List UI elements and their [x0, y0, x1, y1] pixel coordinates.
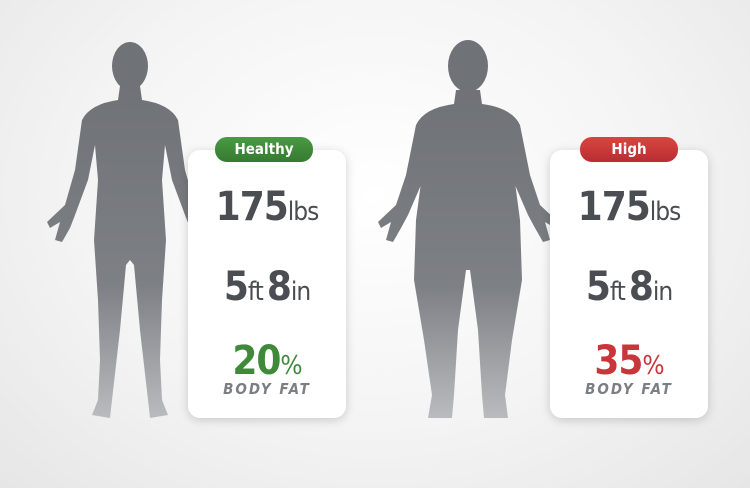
- weight: 175lbs: [550, 184, 708, 230]
- weight: 175lbs: [188, 184, 346, 230]
- fat-unit: %: [642, 351, 664, 381]
- weight-value: 175: [215, 184, 289, 230]
- fat-value: 35: [594, 338, 643, 384]
- body-fat-label: BODY FAT: [585, 380, 673, 398]
- inches-unit: in: [652, 277, 673, 307]
- high-badge: High: [580, 137, 678, 162]
- fat-value: 20: [232, 338, 281, 384]
- body-fat: 20%: [188, 338, 346, 384]
- heavy-body-silhouette: [378, 40, 558, 418]
- weight-unit: lbs: [649, 197, 682, 227]
- height-feet: 5: [223, 264, 249, 310]
- healthy-badge: Healthy: [215, 137, 313, 162]
- body-fat: 35%: [550, 338, 708, 384]
- height: 5ft 8in: [188, 264, 346, 310]
- weight-unit: lbs: [287, 197, 320, 227]
- healthy-stats-card: 175lbs 5ft 8in 20% BODY FAT: [188, 150, 346, 418]
- high-stats-card: 175lbs 5ft 8in 35% BODY FAT: [550, 150, 708, 418]
- body-fat-label: BODY FAT: [223, 380, 311, 398]
- height-feet: 5: [585, 264, 611, 310]
- height-inches: 8: [266, 264, 292, 310]
- fat-unit: %: [280, 351, 302, 381]
- slim-body-silhouette: [47, 42, 213, 418]
- height: 5ft 8in: [550, 264, 708, 310]
- height-inches: 8: [628, 264, 654, 310]
- feet-unit: ft: [247, 277, 264, 307]
- feet-unit: ft: [609, 277, 626, 307]
- inches-unit: in: [290, 277, 311, 307]
- weight-value: 175: [577, 184, 651, 230]
